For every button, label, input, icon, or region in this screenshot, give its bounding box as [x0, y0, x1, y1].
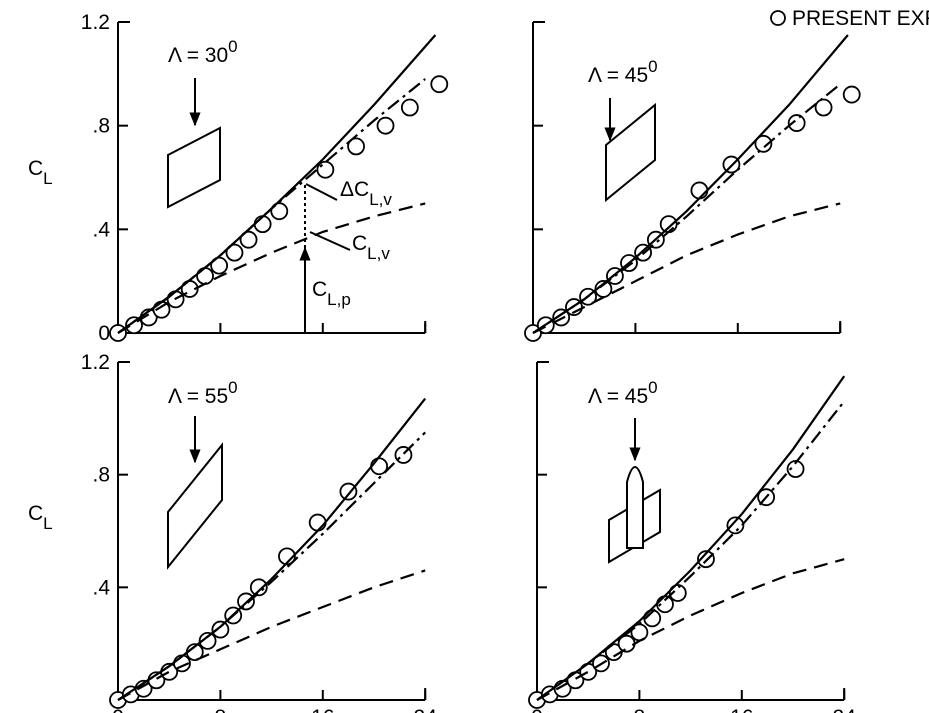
curve-label: CL,v	[352, 232, 390, 263]
data-point	[842, 85, 861, 104]
dashdot-curve	[117, 431, 426, 701]
y-axis-label-sub: L	[43, 169, 52, 188]
data-point	[211, 620, 230, 639]
sweep-label-sup: 0	[228, 378, 237, 397]
data-point	[400, 98, 419, 117]
y-axis-label-main: C	[28, 157, 43, 180]
sketches	[167, 78, 661, 570]
curve-label-sub: L,p	[327, 290, 351, 309]
curve-label-main: ΔC	[340, 178, 369, 201]
curve-label: CL,p	[312, 278, 351, 309]
x-tick-label: 24	[414, 706, 438, 713]
y-tick-label: 1.2	[81, 11, 110, 34]
curve-label-main: C	[352, 232, 367, 255]
x-axis-label: α	[685, 708, 697, 713]
y-axis-label: CL	[28, 502, 53, 533]
data-point	[697, 550, 715, 569]
data-point	[196, 267, 214, 285]
y-tick-label: .4	[92, 576, 110, 599]
sweep-label: Λ = 450	[588, 378, 658, 408]
y-tick-label: 1.2	[81, 351, 110, 374]
dashed-curve	[536, 558, 845, 701]
sweep-label-main: Λ = 30	[168, 44, 228, 67]
solid-curve	[117, 34, 437, 334]
y-tick-label: .8	[92, 115, 110, 138]
legend-marker	[770, 10, 786, 26]
data-point	[690, 181, 709, 200]
sweep-label-main: Λ = 45	[588, 385, 648, 408]
legend-label: PRESENT EXPERIMENT	[792, 7, 929, 30]
sweep-label-sup: 0	[648, 378, 657, 397]
data-point	[659, 215, 678, 234]
data-point	[249, 578, 268, 597]
x-tick-label: 8	[634, 706, 646, 713]
solid-curve	[536, 375, 846, 701]
sweep-label-main: Λ = 55	[168, 385, 228, 408]
solid-curve	[117, 397, 427, 701]
y-axis-label-main: C	[28, 502, 43, 525]
data-point	[239, 230, 258, 249]
data-point	[270, 202, 289, 221]
sweep-label: Λ = 550	[168, 378, 238, 408]
data-point	[316, 160, 335, 179]
dashdot-curve	[117, 78, 426, 334]
y-tick-label: .4	[92, 218, 110, 241]
sweep-label: Λ = 300	[168, 37, 238, 67]
data-point	[786, 460, 805, 478]
solid-curve	[532, 34, 849, 334]
x-tick-label: 0	[531, 706, 543, 713]
data-point	[726, 516, 745, 535]
sweep-label-main: Λ = 45	[588, 64, 648, 87]
x-tick-label: 16	[730, 706, 753, 713]
data-point	[754, 134, 773, 153]
data-point	[339, 482, 358, 501]
dashdot-curve	[536, 400, 846, 701]
y-axis-label: CL	[28, 157, 53, 188]
data-point	[668, 584, 687, 602]
data-point	[376, 116, 395, 135]
data-point	[198, 631, 217, 650]
data-point	[308, 513, 327, 532]
curve-label-main: C	[312, 278, 327, 301]
x-tick-label: 16	[311, 706, 334, 713]
data-point	[430, 75, 449, 94]
data-point	[225, 243, 244, 262]
sweep-label: Λ = 450	[588, 57, 658, 87]
data-point	[253, 215, 272, 234]
dashdot-curve	[532, 83, 841, 334]
curve-label-sub: L,v	[367, 244, 390, 263]
x-tick-label: 0	[112, 706, 124, 713]
x-tick-label: 8	[215, 706, 227, 713]
curve-label-sub: L,v	[369, 190, 392, 209]
data-point	[814, 98, 833, 117]
y-tick-label: 0	[98, 322, 110, 345]
data-point	[787, 114, 806, 132]
sweep-label-sup: 0	[228, 37, 237, 56]
x-tick-label: 24	[833, 706, 857, 713]
y-axis-label-sub: L	[43, 514, 52, 533]
dashed-curve	[532, 202, 841, 334]
y-tick-label: .8	[92, 464, 110, 487]
x-axis-label: α	[266, 708, 278, 713]
sweep-label-sup: 0	[648, 57, 657, 76]
curve-label: ΔCL,v	[340, 178, 392, 209]
data-point	[617, 634, 636, 653]
data-point	[347, 137, 365, 156]
